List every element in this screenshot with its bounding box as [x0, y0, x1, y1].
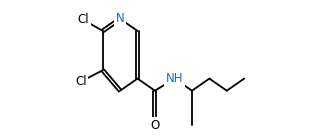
Text: O: O	[150, 119, 159, 132]
Text: Cl: Cl	[75, 75, 87, 88]
Text: N: N	[116, 12, 125, 25]
Text: NH: NH	[166, 72, 183, 85]
Text: Cl: Cl	[77, 13, 89, 26]
